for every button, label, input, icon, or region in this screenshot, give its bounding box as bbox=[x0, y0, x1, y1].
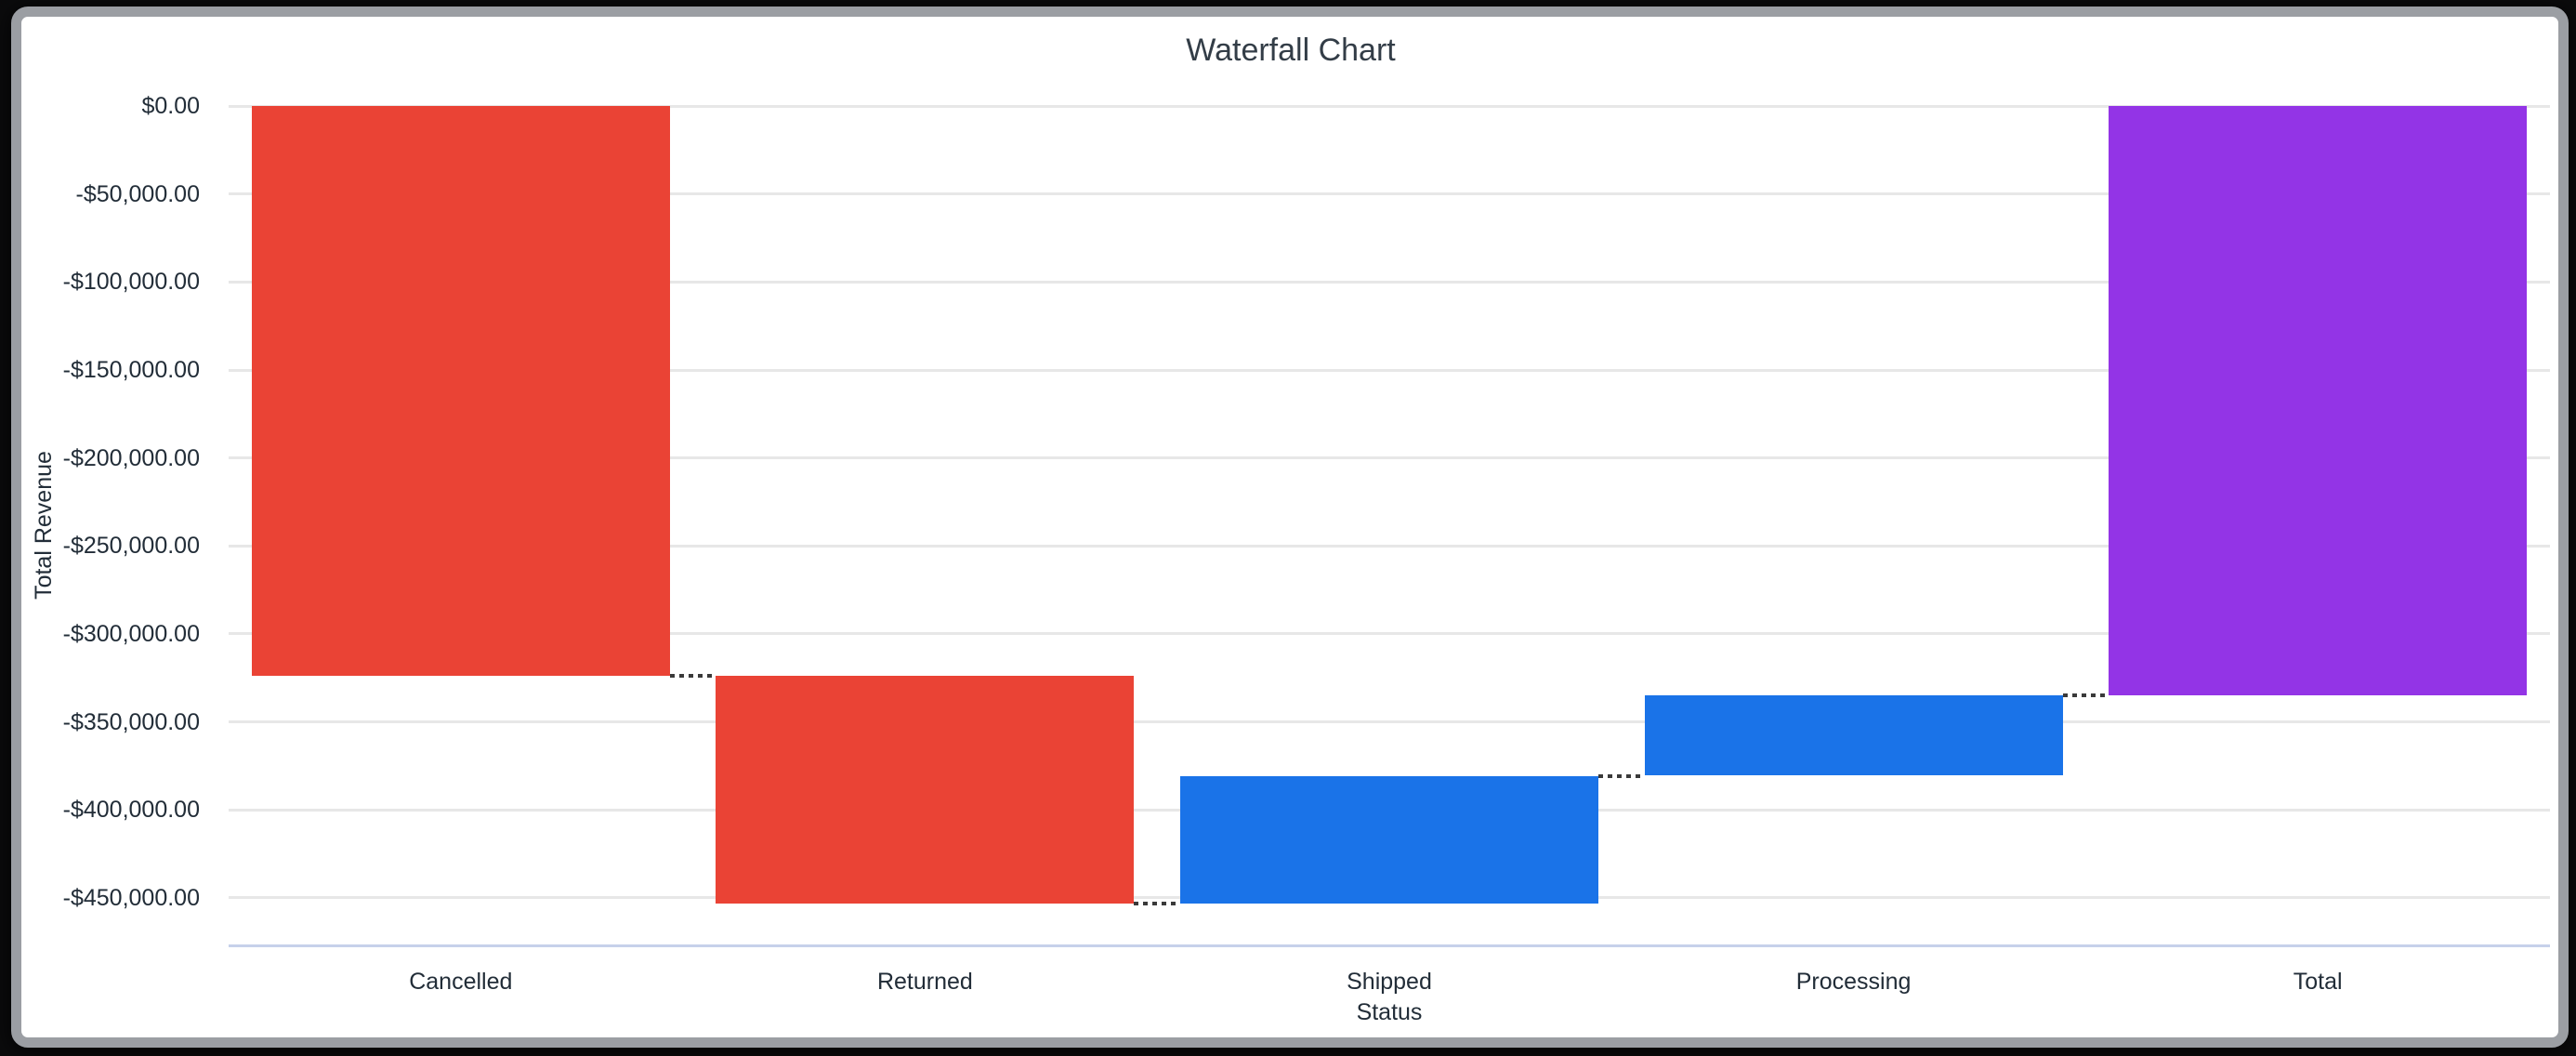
connector-line bbox=[1134, 902, 1180, 906]
chart-title: Waterfall Chart bbox=[1186, 33, 1396, 68]
x-tick-label-cancelled: Cancelled bbox=[409, 969, 513, 995]
x-tick-label-processing: Processing bbox=[1795, 969, 1912, 995]
x-tick-label-total: Total bbox=[2293, 969, 2343, 995]
y-tick-label: -$150,000.00 bbox=[62, 357, 200, 383]
y-tick-label: -$350,000.00 bbox=[62, 708, 200, 735]
x-tick-label-shipped: Shipped bbox=[1347, 969, 1432, 995]
y-tick-label: -$200,000.00 bbox=[62, 444, 200, 471]
bar-total[interactable] bbox=[2109, 106, 2528, 696]
x-axis-line bbox=[229, 944, 2550, 947]
x-tick-label-returned: Returned bbox=[876, 969, 973, 995]
y-tick-label: -$300,000.00 bbox=[62, 620, 200, 647]
connector-line bbox=[2062, 693, 2109, 698]
gridline bbox=[229, 368, 2550, 372]
y-tick-label: -$50,000.00 bbox=[75, 180, 200, 207]
y-tick-label: -$100,000.00 bbox=[62, 269, 200, 296]
gridline bbox=[229, 192, 2550, 196]
bar-shipped[interactable] bbox=[1180, 775, 1598, 904]
connector-line bbox=[1598, 773, 1645, 778]
y-axis-title: Total Revenue bbox=[31, 451, 57, 600]
y-tick-label: -$400,000.00 bbox=[62, 797, 200, 824]
y-tick-label: -$250,000.00 bbox=[62, 533, 200, 560]
gridline bbox=[229, 720, 2550, 724]
x-axis-title: Status bbox=[1356, 999, 1423, 1025]
chart-window: Waterfall Chart Total Revenue Status $0.… bbox=[11, 7, 2569, 1048]
gridline bbox=[229, 280, 2550, 284]
y-tick-label: $0.00 bbox=[141, 93, 200, 119]
gridline bbox=[229, 632, 2550, 636]
gridline bbox=[229, 544, 2550, 548]
gridline bbox=[229, 104, 2550, 108]
waterfall-chart: Waterfall Chart Total Revenue Status $0.… bbox=[21, 17, 2558, 1037]
connector-line bbox=[669, 674, 716, 678]
bar-returned[interactable] bbox=[716, 676, 1135, 904]
y-tick-label: -$450,000.00 bbox=[62, 884, 200, 911]
bar-cancelled[interactable] bbox=[251, 106, 670, 676]
gridline bbox=[229, 456, 2550, 460]
bar-processing[interactable] bbox=[1644, 695, 2063, 776]
